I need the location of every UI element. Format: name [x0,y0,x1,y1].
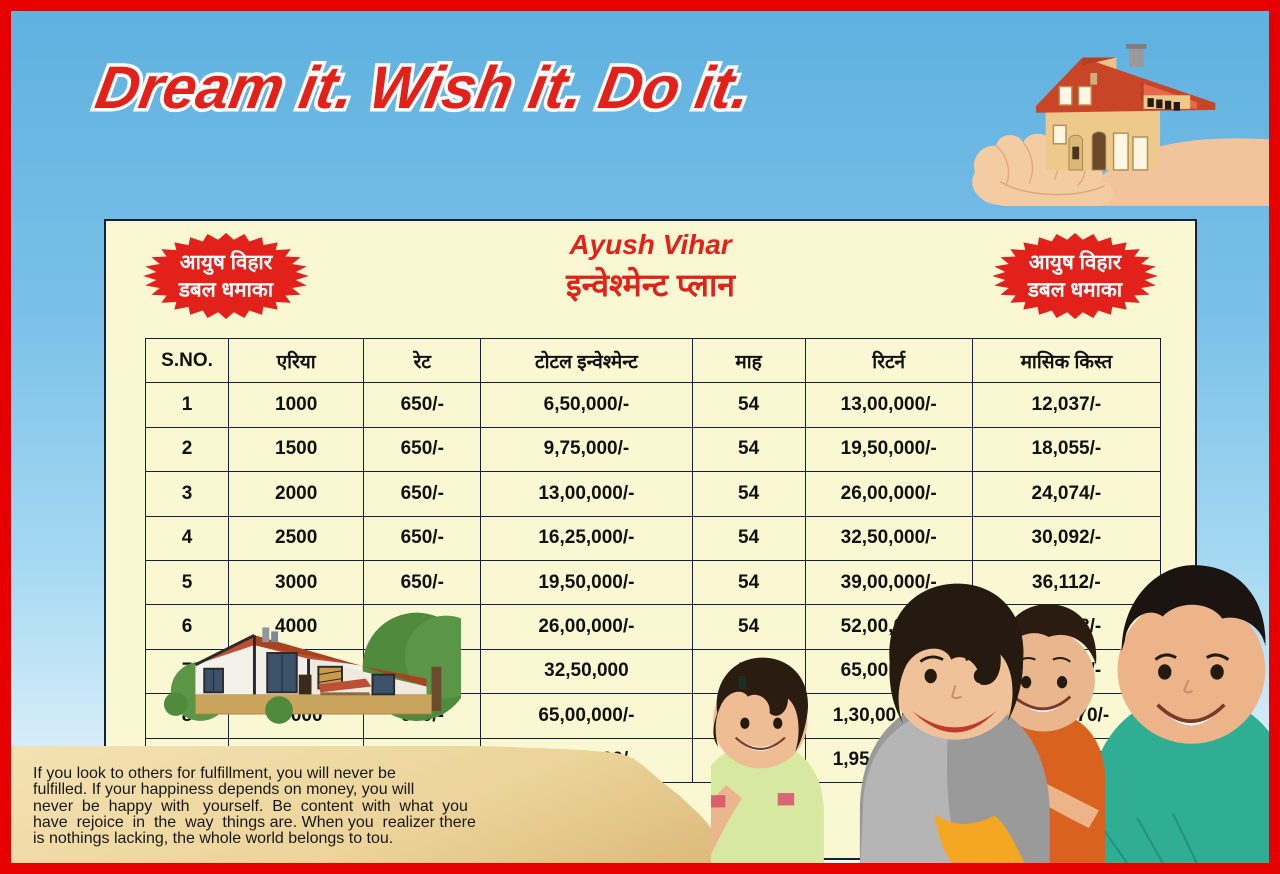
svg-text:आयुष विहार: आयुष विहार [1029,250,1123,275]
svg-text:डबल धमाका: डबल धमाका [178,279,275,302]
svg-text:आयुष विहार: आयुष विहार [180,250,274,275]
svg-text:डबल धमाका: डबल धमाका [1027,279,1124,302]
